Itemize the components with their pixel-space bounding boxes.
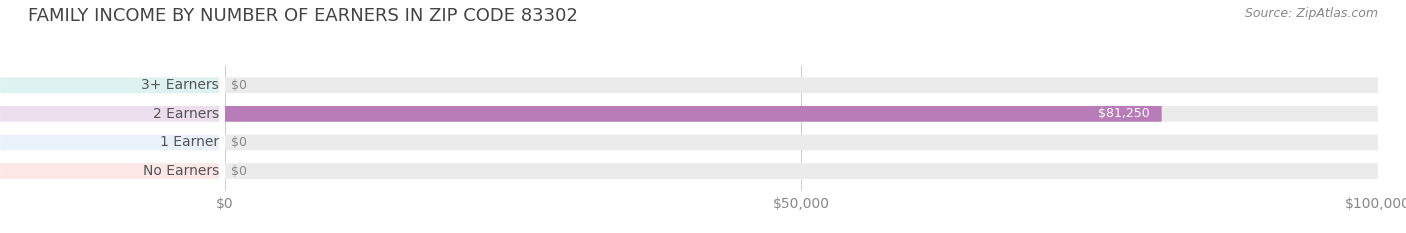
Text: $0: $0 bbox=[231, 79, 246, 92]
FancyBboxPatch shape bbox=[225, 106, 1378, 122]
FancyBboxPatch shape bbox=[0, 77, 219, 93]
Text: $0: $0 bbox=[231, 164, 246, 178]
FancyBboxPatch shape bbox=[225, 163, 1378, 179]
Text: 3+ Earners: 3+ Earners bbox=[142, 78, 219, 92]
Text: $81,250: $81,250 bbox=[1098, 107, 1150, 120]
Text: Source: ZipAtlas.com: Source: ZipAtlas.com bbox=[1244, 7, 1378, 20]
Text: 1 Earner: 1 Earner bbox=[160, 135, 219, 149]
FancyBboxPatch shape bbox=[225, 77, 1378, 93]
FancyBboxPatch shape bbox=[225, 135, 1378, 150]
FancyBboxPatch shape bbox=[0, 163, 219, 179]
FancyBboxPatch shape bbox=[225, 106, 1161, 122]
Text: 2 Earners: 2 Earners bbox=[153, 107, 219, 121]
Text: FAMILY INCOME BY NUMBER OF EARNERS IN ZIP CODE 83302: FAMILY INCOME BY NUMBER OF EARNERS IN ZI… bbox=[28, 7, 578, 25]
Text: No Earners: No Earners bbox=[143, 164, 219, 178]
FancyBboxPatch shape bbox=[0, 135, 219, 150]
FancyBboxPatch shape bbox=[0, 106, 219, 122]
Text: $0: $0 bbox=[231, 136, 246, 149]
